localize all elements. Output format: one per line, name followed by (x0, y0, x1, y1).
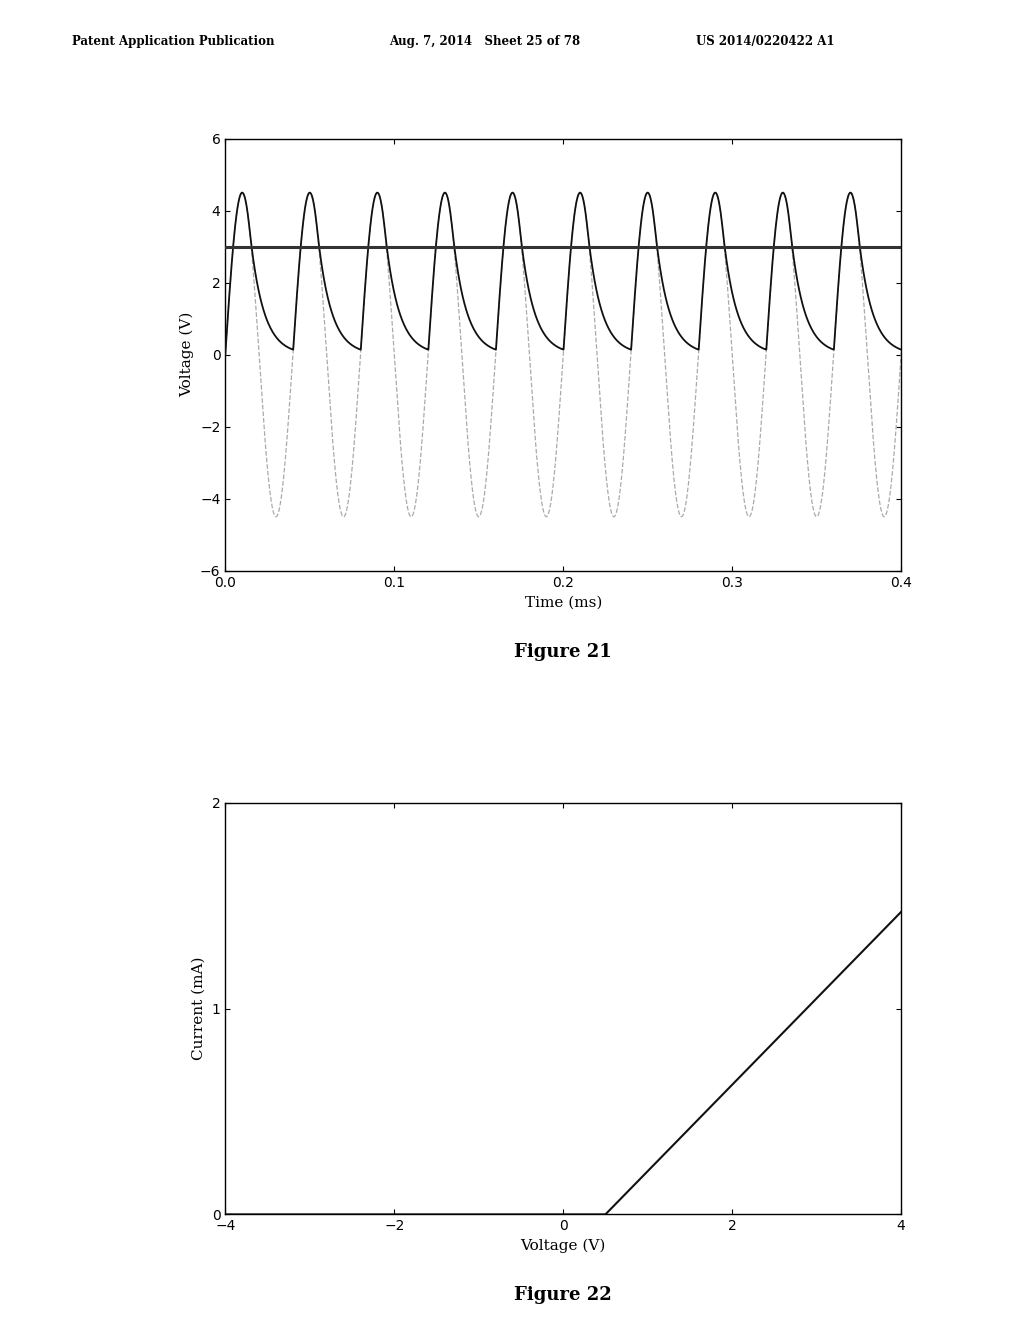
Text: Figure 22: Figure 22 (514, 1286, 612, 1304)
Text: Patent Application Publication: Patent Application Publication (72, 34, 274, 48)
Text: Figure 21: Figure 21 (514, 643, 612, 660)
X-axis label: Time (ms): Time (ms) (524, 595, 602, 610)
Y-axis label: Current (mA): Current (mA) (191, 957, 206, 1060)
X-axis label: Voltage (V): Voltage (V) (520, 1238, 606, 1253)
Text: Aug. 7, 2014   Sheet 25 of 78: Aug. 7, 2014 Sheet 25 of 78 (389, 34, 581, 48)
Text: US 2014/0220422 A1: US 2014/0220422 A1 (696, 34, 835, 48)
Y-axis label: Voltage (V): Voltage (V) (180, 312, 195, 397)
